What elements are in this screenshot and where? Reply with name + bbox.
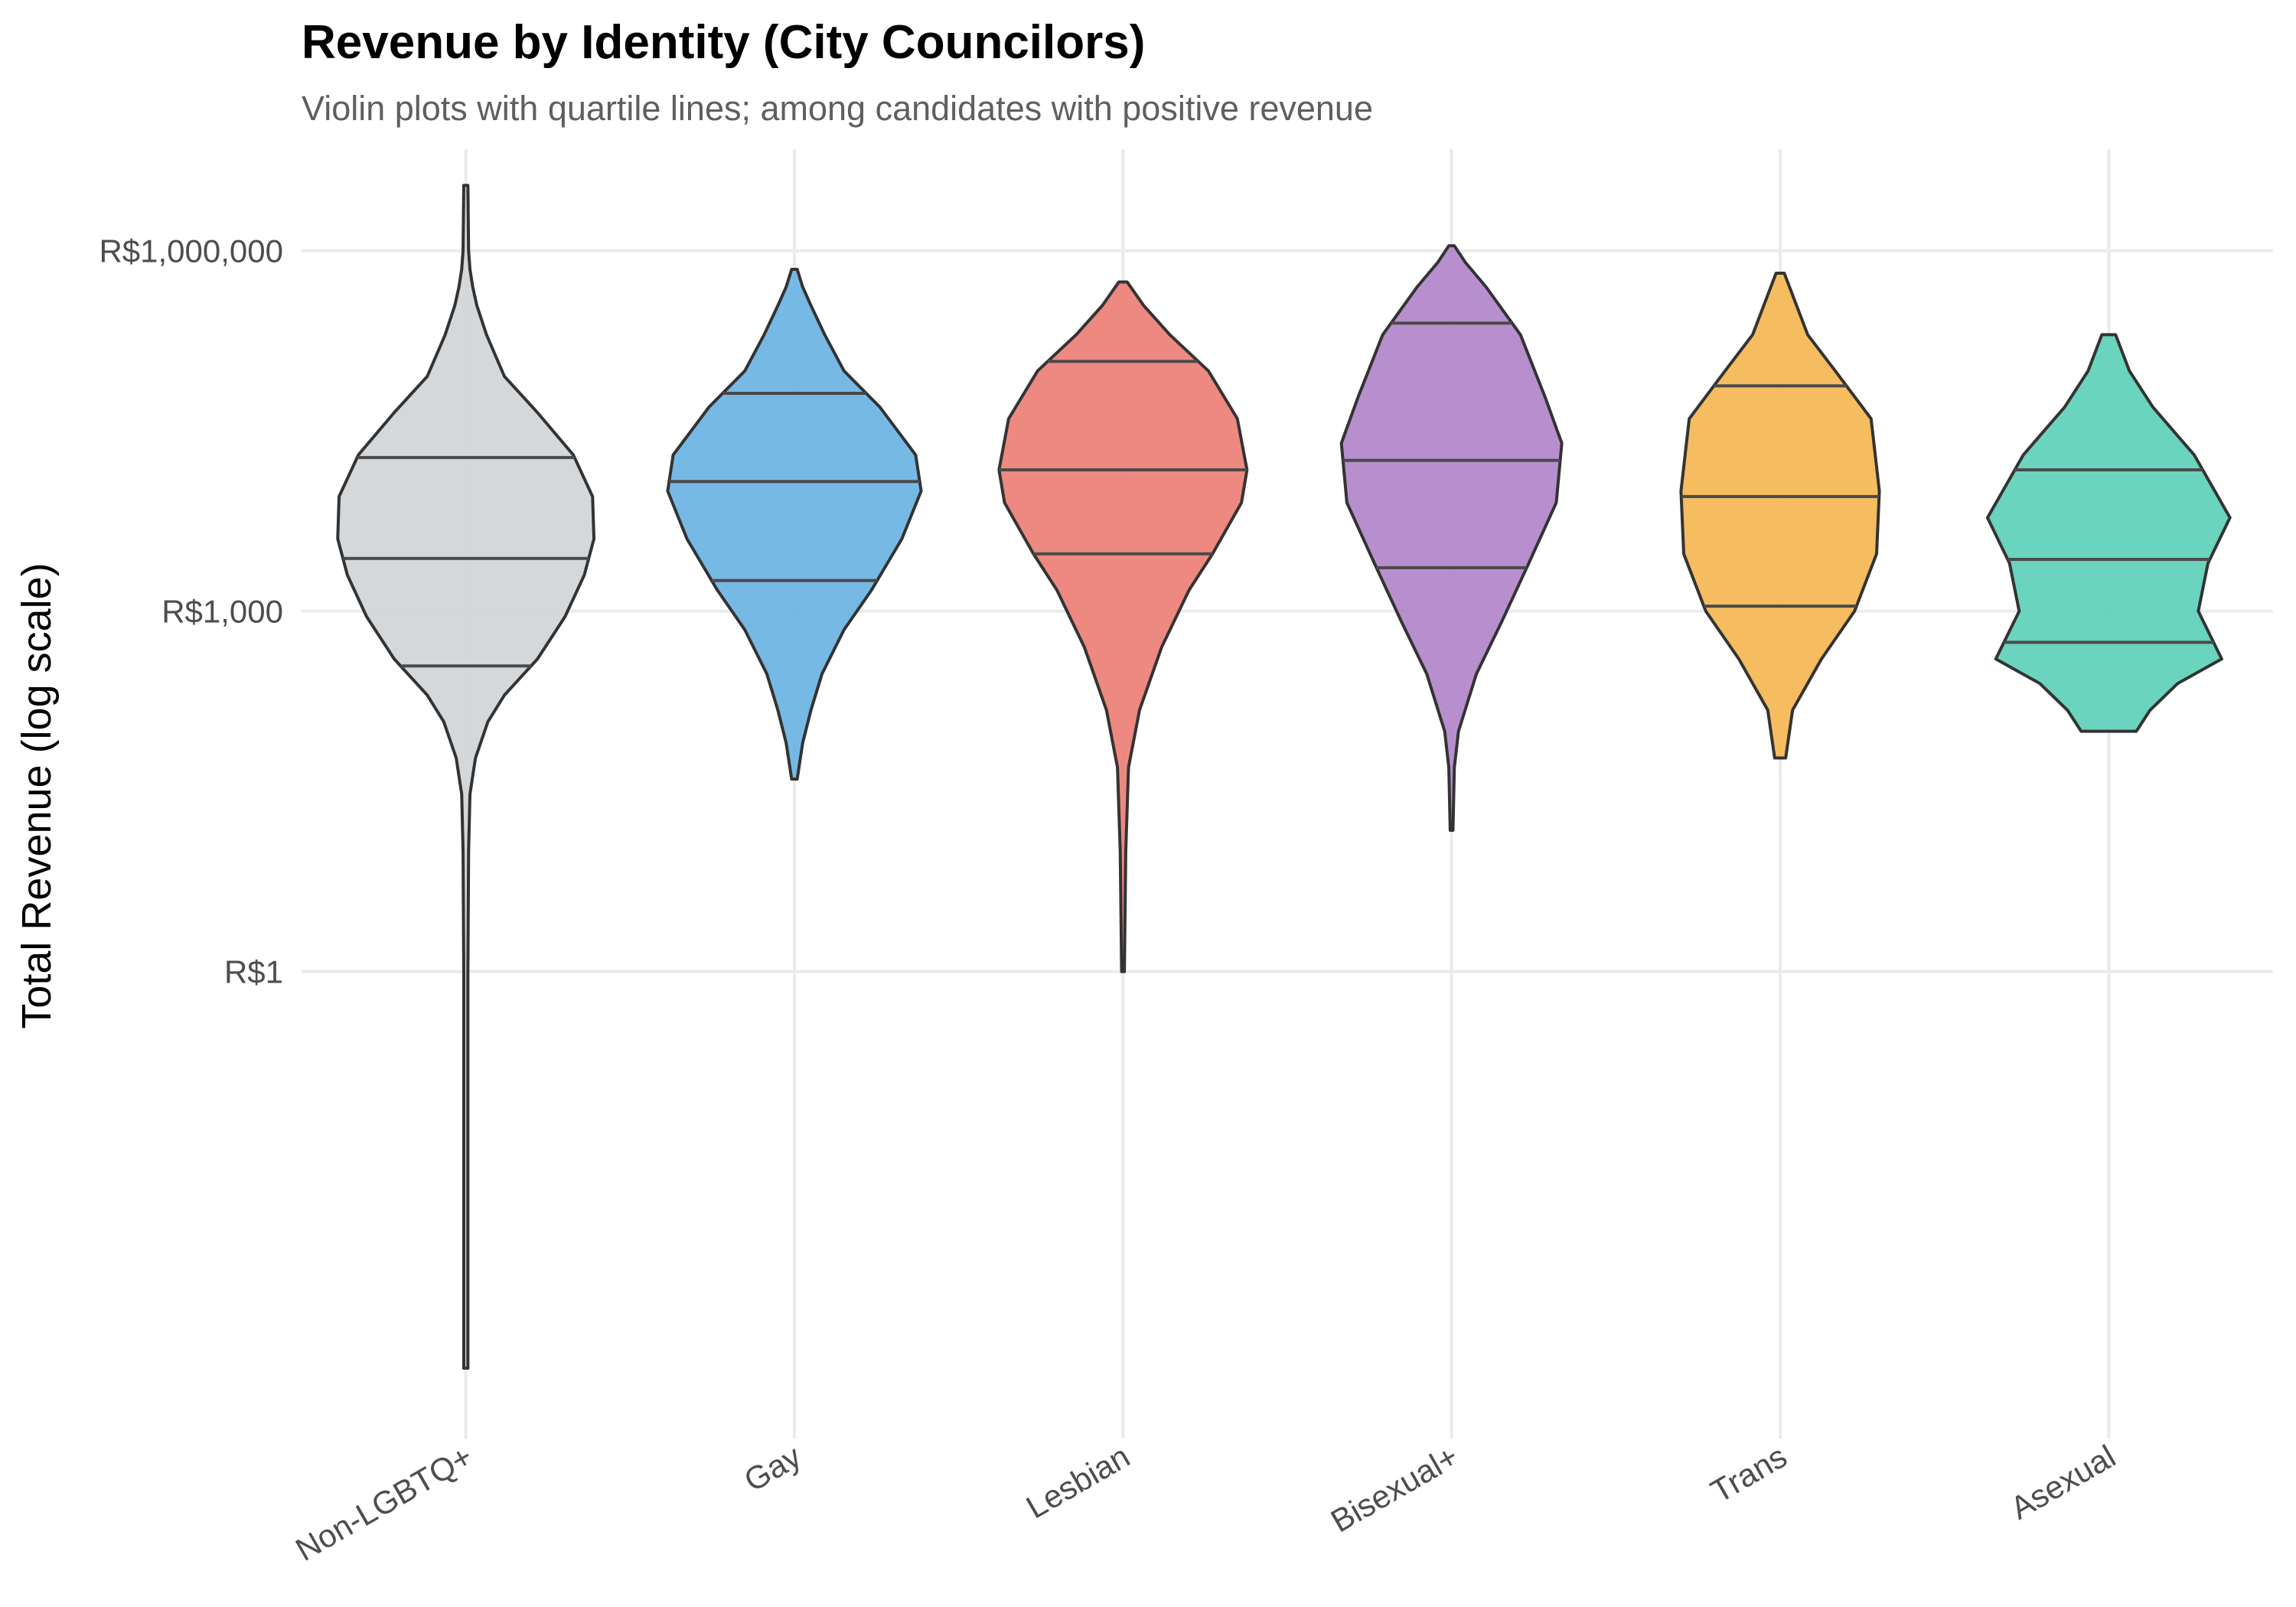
- y-axis-ticks: R$1 R$1,000 R$1,000,000: [99, 233, 283, 990]
- x-tick-label-bisexual: Bisexual+: [1325, 1438, 1464, 1539]
- x-tick-label-non-lgbtq: Non-LGBTQ+: [289, 1438, 478, 1568]
- x-tick-label-gay: Gay: [738, 1438, 807, 1498]
- violin-trans: [1679, 272, 1881, 760]
- violins: [336, 184, 2232, 1370]
- grid: [302, 149, 2273, 1431]
- violin-lesbian: [997, 280, 1249, 973]
- y-axis-label: Total Revenue (log scale): [14, 562, 60, 1028]
- chart-subtitle: Violin plots with quartile lines; among …: [302, 89, 1373, 128]
- y-tick-label: R$1: [224, 954, 283, 990]
- x-tick-label-lesbian: Lesbian: [1020, 1438, 1136, 1525]
- x-tick-label-trans: Trans: [1704, 1438, 1792, 1510]
- violin-gay: [666, 267, 923, 781]
- chart-title: Revenue by Identity (City Councilors): [302, 16, 1145, 69]
- violin-non-lgbtq: [336, 184, 596, 1370]
- x-axis-ticks: Non-LGBTQ+ Gay Lesbian Bisexual+ Trans Asexua…: [289, 1431, 2122, 1568]
- y-tick-label: R$1,000,000: [99, 233, 283, 269]
- violin-bisexual: [1339, 244, 1564, 833]
- violin-asexual: [1985, 333, 2232, 733]
- x-tick-label-asexual: Asexual: [2004, 1438, 2122, 1526]
- y-tick-label: R$1,000: [161, 594, 283, 630]
